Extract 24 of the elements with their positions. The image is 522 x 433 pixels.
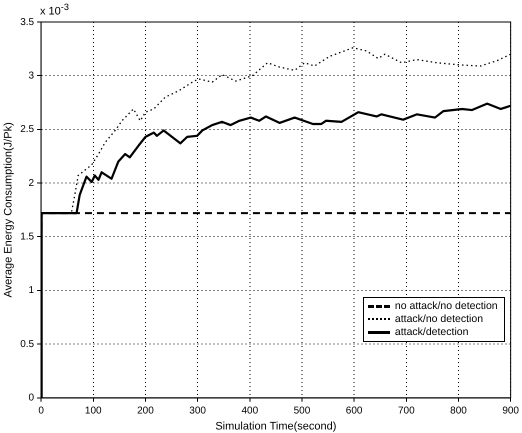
y-tick-label: 0 [28, 392, 35, 404]
x-tick-label: 100 [84, 406, 102, 417]
x-tick-label: 500 [294, 406, 311, 417]
x-tick-label: 0 [38, 406, 44, 417]
y-tick-label: 2.5 [20, 124, 35, 136]
y-tick-label: 1.5 [20, 231, 35, 242]
x-tick-label: 300 [189, 406, 206, 417]
y-tick-label: 0.5 [20, 338, 35, 350]
legend-label: attack/no detection [394, 312, 484, 325]
x-tick-label: 200 [137, 406, 154, 417]
x-tick-label: 900 [502, 406, 520, 417]
y-tick-label: 1 [28, 285, 35, 296]
legend-label: attack/detection [394, 326, 468, 338]
y-axis-title: Average Energy Consumption(J/Pk) [2, 122, 15, 298]
x-tick-label: 400 [241, 406, 259, 417]
x-tick-label: 600 [346, 406, 363, 417]
y-tick-label: 3 [28, 70, 35, 82]
y-tick-label: 3.5 [20, 16, 35, 28]
text: x 10$^{-3}$ [40, 2, 69, 18]
x-tick-label: 800 [450, 406, 468, 417]
legend-label: no attack/no detection [394, 300, 498, 312]
y-tick-label: 2 [28, 178, 35, 189]
x-axis-title: Simulation Time(second) [215, 420, 336, 432]
x-tick-label: 700 [398, 406, 416, 417]
